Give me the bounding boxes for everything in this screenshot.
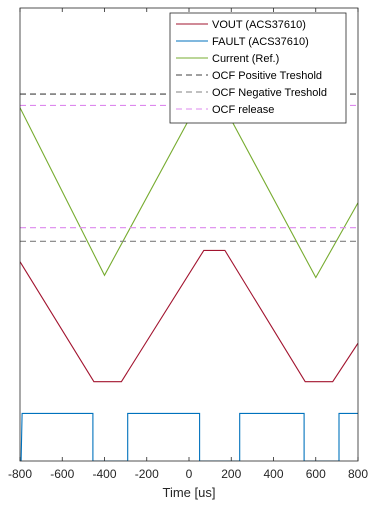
x-tick-label-3: -200 <box>135 467 159 481</box>
legend: VOUT (ACS37610) FAULT (ACS37610) Current (… <box>169 12 347 124</box>
x-tick-label-5: 200 <box>221 467 241 481</box>
legend-label-5: OCF release <box>212 104 274 116</box>
legend-label-1: FAULT (ACS37610) <box>212 36 309 48</box>
x-tick-label-0: -800 <box>8 467 32 481</box>
x-tick-label-7: 600 <box>306 467 326 481</box>
x-axis-label: Time [us] <box>163 485 216 500</box>
legend-label-0: VOUT (ACS37610) <box>212 19 306 31</box>
x-tick-label-8: 800 <box>348 467 368 481</box>
legend-label-3: OCF Positive Treshold <box>212 70 322 82</box>
x-tick-label-4: 0 <box>186 467 193 481</box>
x-tick-label-1: -600 <box>50 467 74 481</box>
axes: -800 -600 -400 -200 0 200 400 600 800 <box>8 7 368 481</box>
x-tick-label-6: 400 <box>263 467 283 481</box>
legend-label-2: Current (Ref.) <box>212 53 279 65</box>
legend-label-4: OCF Negative Treshold <box>212 87 327 99</box>
series-line-0 <box>20 249 358 383</box>
x-tick-label-2: -400 <box>92 467 116 481</box>
legend-box <box>169 12 347 124</box>
series-line-1 <box>20 412 358 461</box>
